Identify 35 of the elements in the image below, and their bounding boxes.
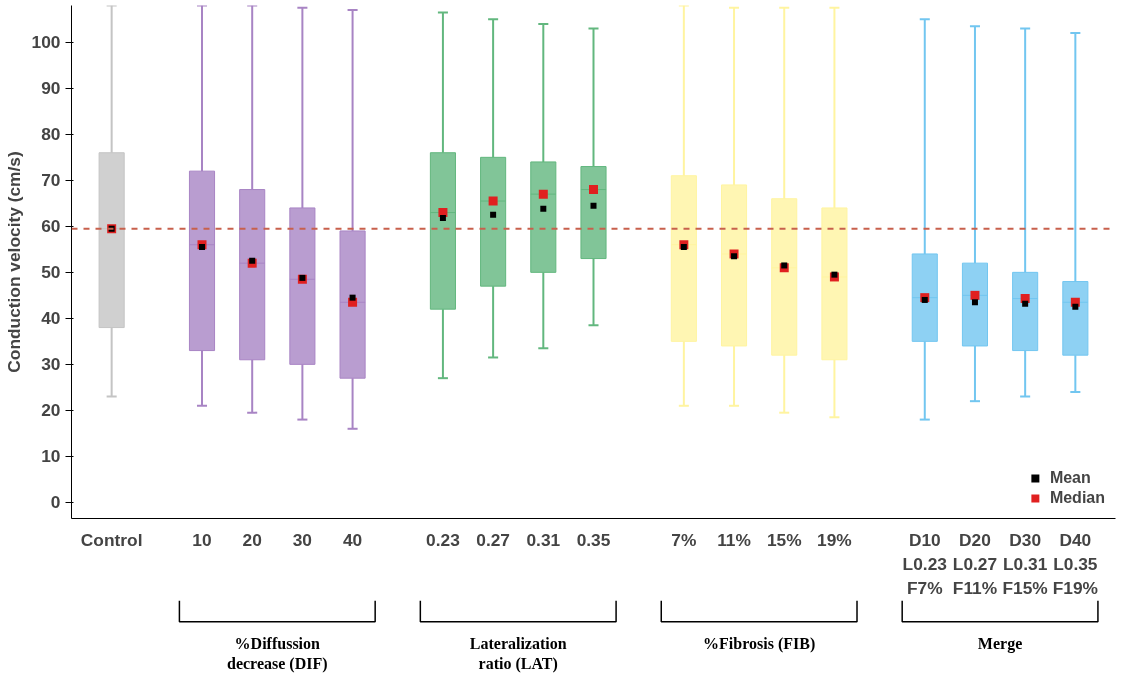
y-tick-label: 30 <box>41 354 61 375</box>
y-tick-label: 50 <box>41 262 61 283</box>
y-tick-label: 40 <box>41 308 61 329</box>
x-tick-label: D20 L0.27 F11% <box>952 529 998 598</box>
x-tick-label: 0.35 <box>576 529 611 550</box>
y-tick-label: 100 <box>31 32 61 53</box>
x-tick-label: 40 <box>342 529 363 550</box>
legend-label: Median <box>1049 489 1105 507</box>
x-tick-label: 20 <box>242 529 262 550</box>
y-tick-label: 90 <box>41 78 61 99</box>
x-tick-label: 7% <box>671 529 697 550</box>
y-tick-label: 10 <box>41 446 61 467</box>
text: Lateralization ratio (LAT) <box>469 634 567 673</box>
x-tick-label: 30 <box>292 529 313 550</box>
x-tick-label: 0.31 <box>526 529 561 550</box>
y-tick-label: 70 <box>41 170 61 191</box>
x-tick-label: 19% <box>817 529 852 550</box>
x-tick-label: D30 L0.31 F15% <box>1002 529 1048 598</box>
y-tick-label: 60 <box>41 216 61 237</box>
text: %Diffussion decrease (DIF) <box>227 634 328 673</box>
x-tick-label: 15% <box>766 529 802 550</box>
x-tick-label: 0.27 <box>476 529 510 550</box>
x-tick-label: D40 L0.35 F19% <box>1052 529 1098 598</box>
y-tick-label: 80 <box>41 124 61 145</box>
y-tick-label: 0 <box>50 492 61 513</box>
text: %Fibrosis (FIB) <box>703 634 816 653</box>
y-axis-title: Conduction velocity (cm/s) <box>3 151 24 373</box>
x-tick-label: Control <box>80 529 143 550</box>
text: Merge <box>977 634 1023 653</box>
x-tick-label: D10 L0.23 F7% <box>902 529 948 598</box>
x-tick-label: 0.23 <box>426 529 461 550</box>
legend-label: Mean <box>1049 469 1091 487</box>
x-tick-label: 11% <box>717 529 751 550</box>
x-tick-label: 10 <box>192 529 212 550</box>
y-tick-label: 20 <box>41 400 61 421</box>
